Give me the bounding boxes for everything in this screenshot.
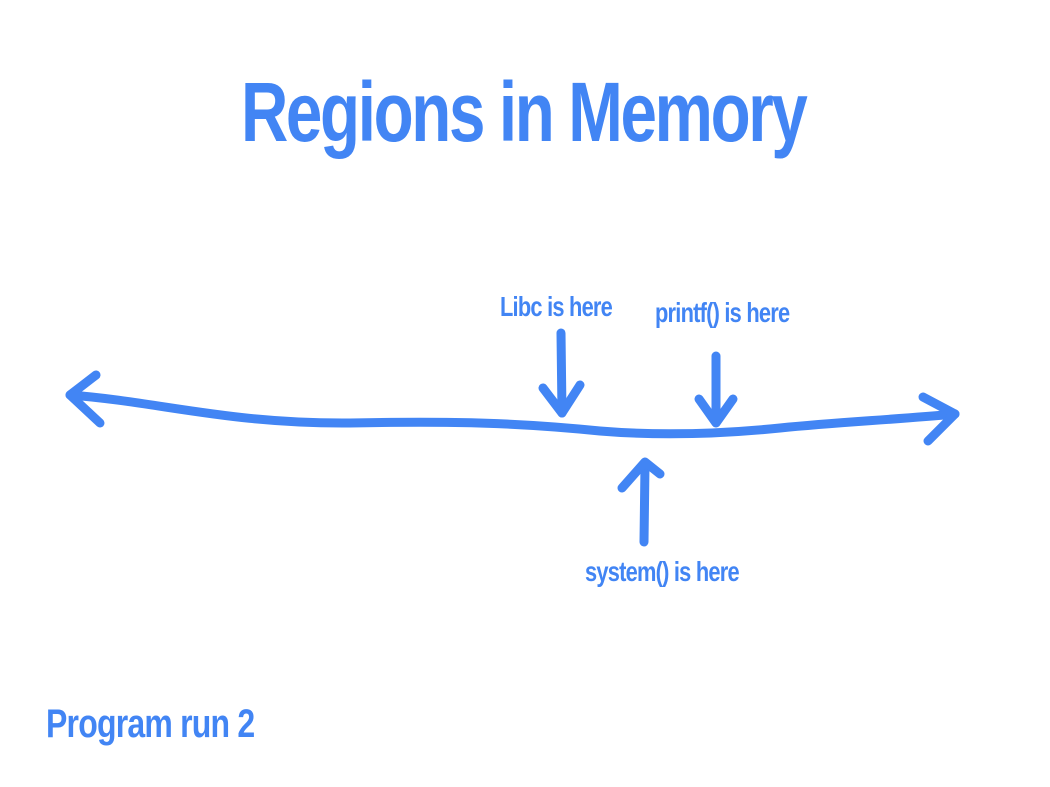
slide-title: Regions in Memory [240, 65, 808, 159]
libc-label: Libc is here [500, 291, 613, 322]
libc-pointer-arrow-icon [556, 328, 567, 418]
system-label: system() is here [585, 556, 740, 587]
system-pointer-arrow-icon [639, 460, 650, 547]
memory-line [65, 390, 960, 439]
printf-label: printf() is here [655, 297, 790, 328]
program-run-label: Program run 2 [46, 702, 255, 746]
right-arrowhead-icon [918, 392, 960, 446]
left-arrowhead-icon [65, 370, 105, 428]
